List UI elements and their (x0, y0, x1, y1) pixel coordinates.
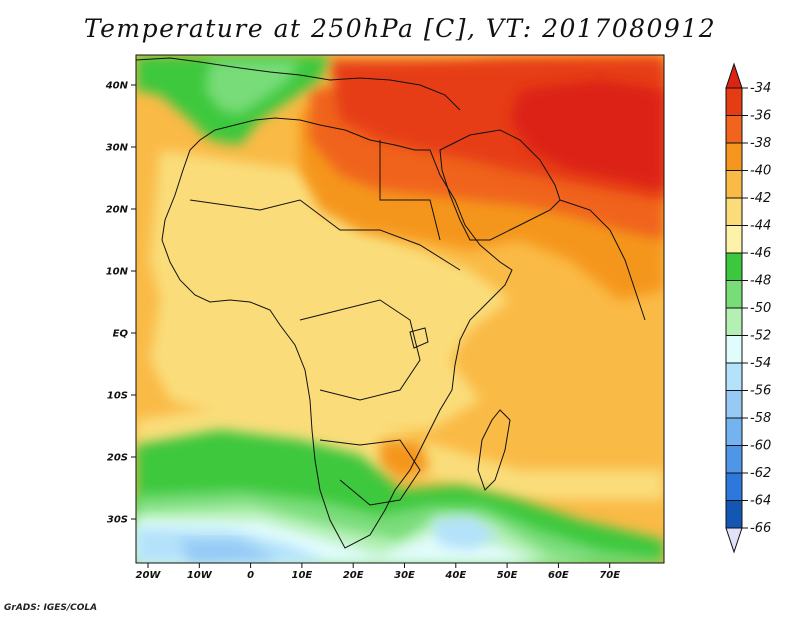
colorbar-label: -34 (750, 81, 771, 96)
colorbar-label: -48 (750, 274, 771, 289)
colorbar-label: -58 (750, 411, 771, 426)
field-band-minus-54-south-east (430, 515, 500, 550)
colorbar-label: -38 (750, 136, 771, 151)
lat-tick-label: 20N (106, 205, 129, 216)
lat-tick-label: 30N (106, 143, 129, 154)
colorbar-segment (725, 390, 743, 419)
colorbar-segment (725, 280, 743, 309)
lon-tick-label: 20E (343, 570, 364, 581)
lat-tick-label: EQ (113, 329, 129, 340)
southern-border (319, 439, 421, 506)
lat-tick-label: 10S (107, 391, 128, 402)
lat-tick-label: 10N (106, 267, 129, 278)
colorbar-segment (725, 225, 743, 254)
colorbar-segment (725, 115, 743, 144)
colorbar-segment (725, 197, 743, 226)
colorbar-label: -44 (750, 219, 771, 234)
colorbar-label: -42 (750, 191, 771, 206)
colorbar-label: -56 (750, 384, 771, 399)
lat-tick-label: 40N (105, 81, 129, 92)
longitude-axis: 20W 10W 0 10E 20E 30E 40E 50E 60E 70E (136, 563, 620, 581)
colorbar-label: -62 (750, 466, 771, 481)
colorbar-segment (725, 335, 743, 364)
colorbar-label: -50 (750, 301, 771, 316)
colorbar-label: -36 (750, 109, 771, 124)
africa-coastline (161, 117, 513, 549)
asia-coastline (559, 199, 646, 321)
lon-tick-label: 70E (599, 570, 620, 581)
lon-tick-label: 0 (247, 570, 254, 581)
colorbar-segment (725, 142, 743, 171)
lat-tick-label: 30S (107, 515, 128, 526)
colorbar-label: -52 (750, 329, 771, 344)
lon-tick-label: 10E (292, 570, 313, 581)
colorbar-segment (725, 362, 743, 391)
colorbar-label: -54 (750, 356, 771, 371)
lon-tick-label: 40E (444, 570, 466, 581)
grads-credit: GrADS: IGES/COLA (4, 603, 98, 613)
lat-tick-label: 20S (107, 453, 128, 464)
latitude-axis: 40N 30N 20N 10N EQ 10S 20S 30S (105, 81, 136, 526)
colorbar: -34 -36 -38 -40 -42 -44 -46 -48 -50 -52 -54 -56 -58 -… (725, 62, 771, 554)
nile-border (379, 140, 441, 241)
colorbar-label: -64 (750, 494, 771, 509)
map-title: Temperature at 250hPa [C], VT: 201708091… (83, 14, 717, 43)
field-band-minus-56-south (180, 540, 280, 563)
field-band-minus-40-south (380, 440, 430, 480)
colorbar-segment (725, 417, 743, 446)
lon-tick-label: 20W (136, 570, 162, 581)
congo-border (299, 299, 421, 401)
colorbar-label: -60 (750, 439, 771, 454)
colorbar-segment (725, 87, 743, 116)
temperature-field (136, 55, 664, 563)
colorbar-top-arrow (725, 62, 743, 89)
lon-tick-label: 60E (548, 570, 569, 581)
colorbar-segment (725, 170, 743, 199)
colorbar-label: -40 (750, 164, 771, 179)
madagascar-coastline (477, 409, 511, 491)
europe-coastline (136, 57, 461, 111)
plot-frame (135, 54, 665, 564)
colorbar-segment (725, 252, 743, 281)
field-band-minus-48-north (205, 60, 300, 115)
coastlines (136, 57, 646, 549)
colorbar-segment (725, 307, 743, 336)
colorbar-label: -46 (750, 246, 771, 261)
sahel-border (189, 199, 461, 271)
colorbar-segment (725, 445, 743, 474)
field-band-minus-34 (510, 80, 664, 190)
colorbar-segment (725, 472, 743, 501)
colorbar-bottom-arrow (725, 527, 743, 554)
lon-tick-label: 30E (394, 570, 415, 581)
lake-victoria (409, 327, 429, 349)
arabia-coastline (439, 129, 561, 241)
lon-tick-label: 50E (497, 570, 518, 581)
lon-tick-label: 10W (187, 570, 213, 581)
colorbar-label: -66 (750, 521, 771, 536)
colorbar-segment (725, 500, 743, 529)
